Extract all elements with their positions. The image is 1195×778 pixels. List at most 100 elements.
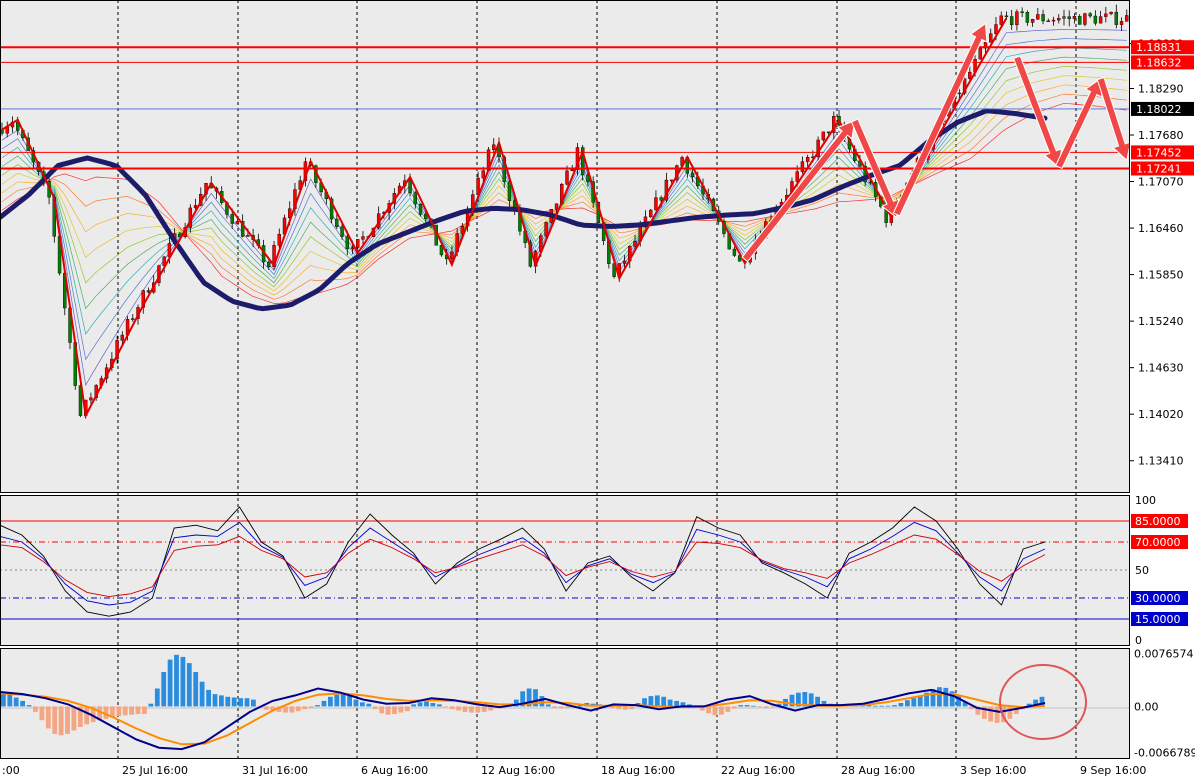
ribbon-line: [1, 102, 1127, 304]
macd-histogram-bar: [398, 706, 404, 713]
time-tick-label: 9 Sep 16:00: [1080, 764, 1146, 777]
candle-body: [507, 181, 512, 201]
macd-histogram-bar: [1026, 703, 1032, 707]
macd-histogram-bar: [475, 706, 481, 713]
macd-histogram-bar: [251, 699, 256, 707]
macd-histogram-bar: [667, 699, 673, 707]
macd-histogram-bar: [58, 706, 64, 736]
macd-histogram-bar: [45, 706, 51, 729]
candle-body: [1067, 16, 1071, 20]
candle-body: [1098, 16, 1103, 24]
macd-histogram-bar: [161, 672, 167, 707]
candle-body: [1109, 11, 1113, 15]
candle: [1057, 14, 1061, 24]
candle: [361, 231, 365, 247]
candle-body: [460, 225, 465, 234]
time-tick-label: 6 Aug 16:00: [361, 764, 428, 777]
candle: [622, 254, 627, 269]
macd-histogram-bar: [648, 696, 654, 707]
candle-body: [340, 226, 344, 237]
macd-histogram-bar: [629, 706, 635, 710]
price-tick-label: 1.13410: [1138, 455, 1184, 468]
macd-histogram-bar: [680, 702, 686, 707]
macd-histogram-bar: [225, 696, 231, 707]
macd-histogram-bar: [610, 706, 615, 708]
macd-histogram-bar: [84, 706, 90, 725]
candle: [805, 154, 810, 169]
candle: [141, 289, 145, 314]
candle: [335, 213, 339, 230]
candle: [131, 314, 135, 322]
macd-histogram-bar: [654, 695, 660, 707]
macd-histogram-bar: [443, 706, 449, 708]
candle: [1041, 9, 1045, 25]
macd-histogram-bar: [103, 706, 109, 719]
current-price-tag-label: 1.18022: [1136, 103, 1182, 116]
candle-body: [690, 172, 695, 178]
candle: [1051, 16, 1056, 26]
candle-body: [120, 334, 125, 341]
macd-histogram-bar: [289, 706, 295, 713]
candle-body: [1077, 16, 1082, 25]
candle: [1072, 13, 1077, 24]
candle: [1083, 12, 1087, 27]
candle-body: [1104, 13, 1108, 17]
macd-histogram-bar: [885, 705, 891, 707]
candle-body: [408, 180, 412, 193]
oscillator-series-line: [0, 521, 1046, 606]
macd-histogram-bar: [898, 703, 904, 707]
macd-histogram-bar: [725, 706, 731, 712]
candle-body: [131, 318, 135, 320]
macd-histogram-bar: [872, 705, 878, 707]
candle: [277, 228, 281, 248]
macd-histogram-bar: [892, 705, 897, 707]
candle-body: [580, 147, 585, 176]
candle-body: [983, 42, 988, 49]
ribbon-line: [1, 84, 1127, 296]
macd-histogram-bar: [295, 706, 301, 712]
candle-body: [345, 236, 349, 250]
oscillator-lines: [0, 506, 1046, 617]
candle-body: [1041, 14, 1045, 22]
candle-body: [1119, 21, 1124, 25]
candle: [1030, 18, 1035, 27]
macd-histogram-bar: [776, 703, 782, 707]
macd-histogram-bar: [244, 698, 250, 707]
candle: [1125, 9, 1129, 22]
macd-histogram-bar: [552, 706, 558, 708]
macd-histogram-bar: [1001, 706, 1006, 723]
macd-histogram-bar: [52, 706, 58, 734]
candle-body: [826, 131, 831, 134]
macd-histogram-bar: [1, 694, 6, 707]
time-tick-label: 31 Jul 16:00: [242, 764, 308, 777]
macd-histogram-bar: [385, 706, 391, 715]
macd-histogram-bar: [430, 703, 436, 707]
macd-histogram-bar: [263, 706, 269, 710]
macd-histogram-bar: [981, 706, 987, 719]
candle-body: [141, 290, 145, 308]
candle-body: [1062, 16, 1066, 19]
candle: [1025, 10, 1030, 26]
time-tick-label: 28 Aug 16:00: [841, 764, 915, 777]
candle-body: [994, 24, 998, 34]
candle-body: [481, 170, 485, 179]
candle: [999, 11, 1003, 27]
macd-histogram-bar: [949, 691, 955, 707]
macd-histogram-bar: [347, 695, 352, 707]
macd-histogram-bar: [462, 706, 468, 712]
macd-histogram-bar: [674, 700, 679, 707]
macd-histogram-bar: [334, 694, 340, 707]
candle-body: [1125, 15, 1129, 22]
candle-body: [329, 198, 334, 220]
candle: [989, 28, 993, 43]
macd-histogram-bar: [417, 702, 423, 707]
highlight-circle: [999, 664, 1087, 740]
candle-body: [732, 248, 737, 256]
macd-histogram-bar: [481, 706, 487, 712]
price-panel-background: [0, 0, 1130, 492]
macd-histogram-bar: [533, 689, 538, 707]
candle-body: [659, 197, 663, 201]
price-level-tag-label: 1.17452: [1136, 146, 1182, 159]
candle-body: [413, 192, 417, 205]
macd-tick-label: 0.0076574: [1134, 648, 1194, 661]
